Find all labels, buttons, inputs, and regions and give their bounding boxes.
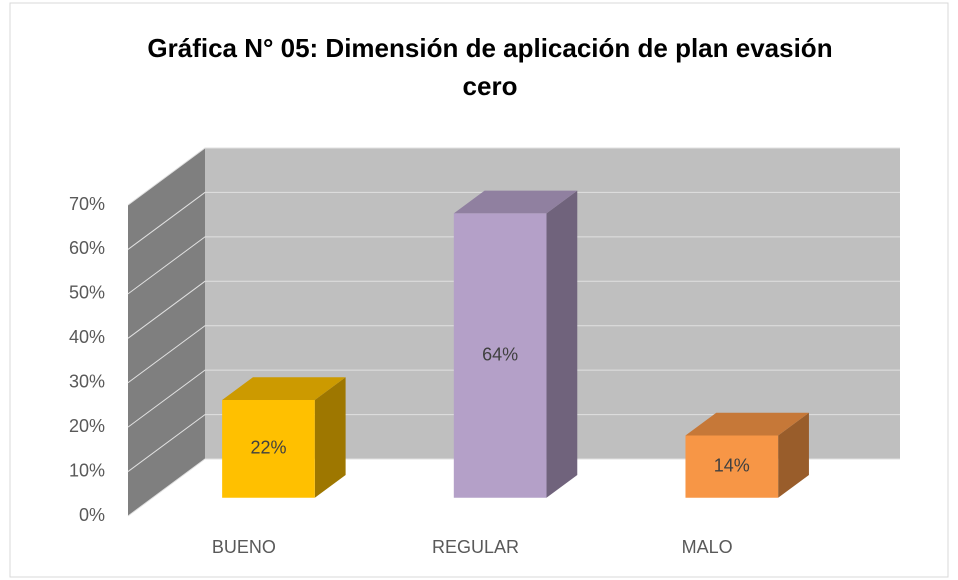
x-tick-label: REGULAR [432,537,519,557]
bar [222,400,315,498]
grid-line [127,191,900,250]
bar-top [685,412,809,436]
grid-line [127,236,900,295]
grid-line [127,147,900,206]
y-tick-label: 30% [69,371,105,391]
bar [453,213,547,498]
grid-line [127,414,900,472]
bar-side [778,412,809,498]
x-tick-label: BUENO [212,537,276,557]
chart-title: cero [463,71,518,101]
y-tick-label: 70% [69,194,105,214]
grid-line [127,280,900,339]
y-tick-label: 0% [79,505,105,525]
bar-top [222,377,346,401]
y-tick-label: 20% [69,416,105,436]
y-tick-label: 50% [69,283,105,303]
value-label: 22% [250,438,286,458]
chart-title: Gráfica N° 05: Dimensión de aplicación d… [147,33,832,63]
bar-side [314,377,346,498]
bar [685,435,779,498]
x-tick-label: MALO [682,537,733,557]
y-tick-label: 40% [69,327,105,347]
bar-side [546,190,578,498]
side-wall [128,148,205,516]
value-label: 64% [482,344,518,364]
grid-line [127,325,900,384]
y-tick-label: 10% [69,460,105,480]
grid-line [127,369,900,428]
bar-top [453,190,578,214]
grid-line [127,458,900,517]
value-label: 14% [714,455,750,475]
y-tick-label: 60% [69,238,105,258]
